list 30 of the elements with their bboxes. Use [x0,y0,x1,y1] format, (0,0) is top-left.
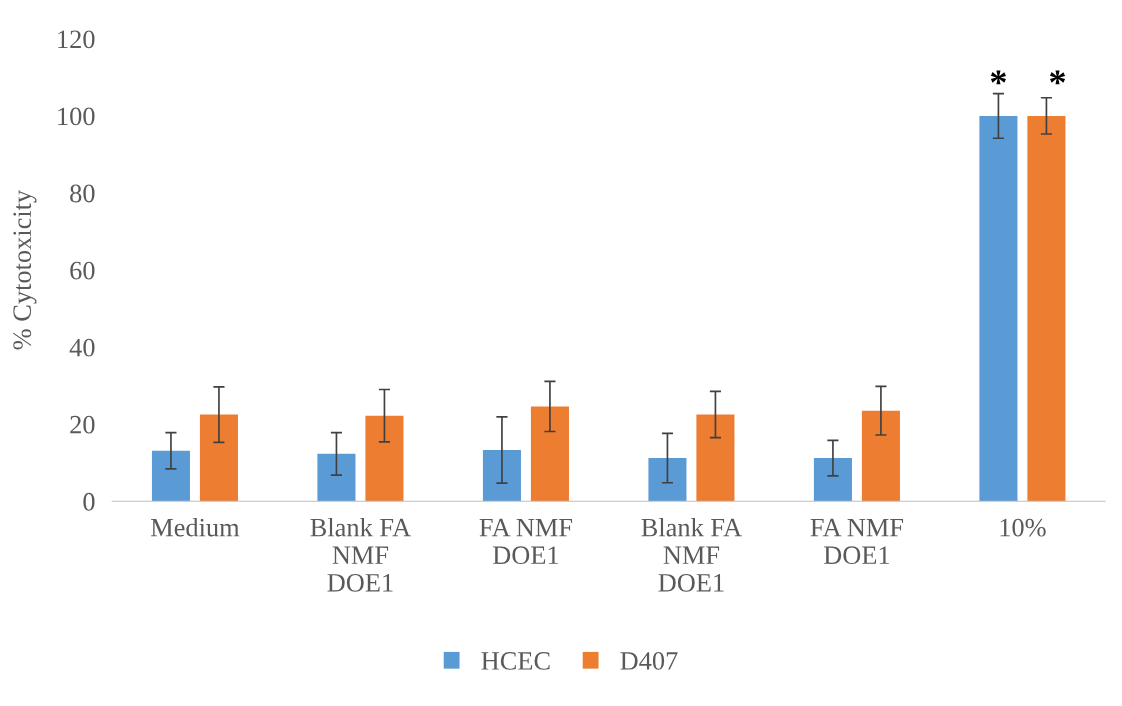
legend-label: D407 [620,652,678,670]
y-tick-label: 60 [70,261,95,280]
x-tick-label: Blank FA NMF DOE1 [641,517,742,592]
x-tick-label: Medium [150,517,240,537]
bar [151,450,190,502]
x-tick-label: FA NMF DOE1 [479,518,573,565]
y-axis-title: % Cytotoxicity [13,189,37,350]
bar [813,458,852,502]
y-tick-label: 80 [70,184,95,203]
x-tick-label: Blank FA NMF DOE1 [310,517,411,592]
x-tick-label: 10% [1000,518,1046,537]
y-tick-label: 0 [83,492,95,511]
y-tick-label: 40 [69,338,95,357]
y-tick-label: 100 [58,107,95,126]
bar [365,415,404,502]
legend-label: HCEC [481,652,550,670]
bar [979,115,1018,502]
annotation: * [1050,70,1066,85]
bar [199,414,238,502]
bar [530,406,569,502]
bar [1027,115,1066,502]
bar [482,450,521,502]
y-tick-label: 120 [58,30,95,49]
bar [861,410,900,502]
bar [696,414,735,502]
annotation: * [990,70,1006,85]
y-tick-label: 20 [70,415,95,434]
x-tick-label: FA NMF DOE1 [810,518,904,565]
bar [317,453,356,502]
bar [648,458,687,502]
